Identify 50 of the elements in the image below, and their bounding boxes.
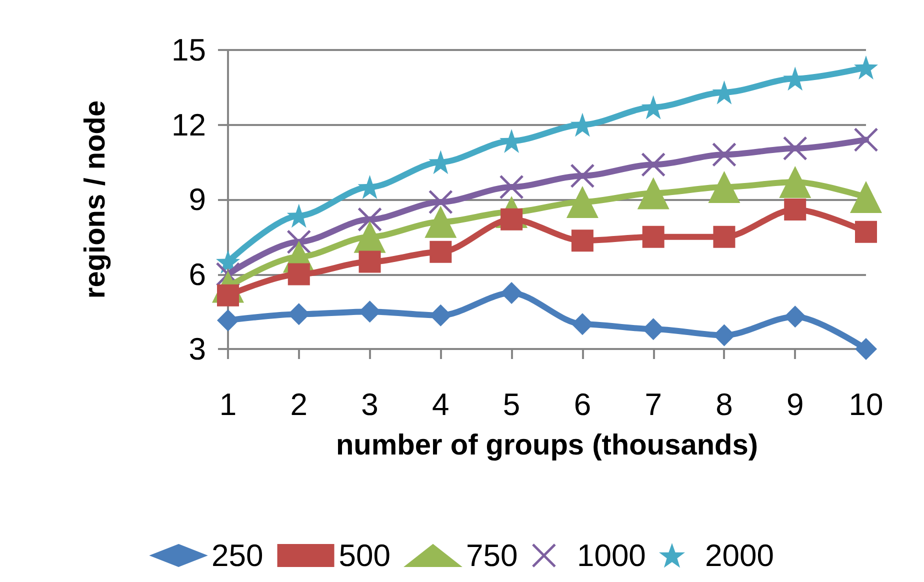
point	[642, 226, 664, 248]
point	[354, 220, 386, 253]
legend-label: 2000	[704, 538, 774, 573]
x-tick-label: 6	[574, 387, 592, 422]
y-tick-label: 9	[188, 182, 206, 217]
point	[854, 127, 878, 152]
point	[712, 142, 736, 167]
x-tick-label: 3	[361, 387, 378, 422]
point	[571, 230, 594, 252]
point	[782, 136, 808, 161]
y-axis-title: regions / node	[80, 100, 112, 299]
point	[855, 220, 877, 243]
point	[708, 171, 740, 204]
point	[430, 240, 452, 263]
x-tick-label: 10	[848, 387, 884, 422]
point	[784, 306, 806, 328]
point	[566, 186, 598, 218]
y-tick-label: 15	[172, 32, 206, 68]
point	[784, 198, 806, 220]
point	[428, 190, 453, 214]
point	[713, 226, 736, 248]
x-tick-label: 1	[219, 387, 237, 422]
x-tick-label: 4	[432, 387, 450, 422]
point	[358, 250, 381, 273]
point	[637, 177, 670, 210]
x-axis-title: number of groups (thousands)	[336, 430, 758, 462]
point	[570, 164, 595, 188]
y-tick-label: 6	[188, 256, 206, 292]
y-tick-label: 12	[172, 107, 206, 142]
point	[499, 174, 524, 200]
y-tick-label: 3	[188, 332, 206, 366]
point	[424, 206, 457, 238]
legend-label: 1000	[576, 538, 646, 573]
x-tick-label: 7	[644, 387, 662, 422]
point	[850, 181, 882, 214]
legend-label: 750	[466, 538, 518, 573]
x-tick-label: 9	[786, 387, 804, 422]
point	[500, 282, 523, 304]
x-tick-label: 2	[290, 387, 308, 422]
x-tick-label: 5	[502, 387, 520, 422]
point	[854, 55, 878, 80]
point	[641, 152, 666, 177]
point	[217, 309, 239, 332]
legend-label: 500	[338, 538, 390, 573]
point	[358, 207, 382, 232]
point	[855, 338, 877, 360]
x-tick-label: 8	[716, 387, 733, 422]
legend-label: 250	[212, 538, 264, 573]
point	[288, 263, 310, 286]
point	[779, 166, 812, 198]
